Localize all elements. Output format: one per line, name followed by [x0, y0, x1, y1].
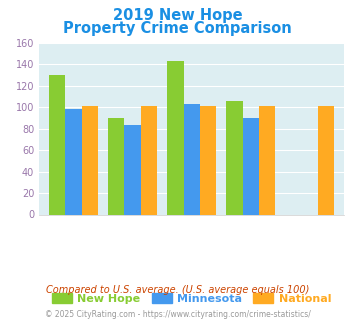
Bar	[200, 106, 216, 214]
Bar	[141, 106, 157, 214]
Text: Compared to U.S. average. (U.S. average equals 100): Compared to U.S. average. (U.S. average …	[46, 285, 309, 295]
Bar	[226, 101, 242, 214]
Bar	[108, 118, 125, 214]
Text: Property Crime Comparison: Property Crime Comparison	[63, 21, 292, 36]
Text: © 2025 CityRating.com - https://www.cityrating.com/crime-statistics/: © 2025 CityRating.com - https://www.city…	[45, 310, 310, 318]
Bar	[82, 106, 98, 214]
Bar	[65, 109, 82, 214]
Bar	[242, 118, 259, 214]
Bar	[184, 104, 200, 214]
Text: 2019 New Hope: 2019 New Hope	[113, 8, 242, 23]
Bar	[167, 61, 184, 214]
Legend: New Hope, Minnesota, National: New Hope, Minnesota, National	[48, 289, 336, 309]
Bar	[259, 106, 275, 214]
Bar	[49, 75, 65, 214]
Bar	[318, 106, 334, 214]
Bar	[125, 125, 141, 214]
